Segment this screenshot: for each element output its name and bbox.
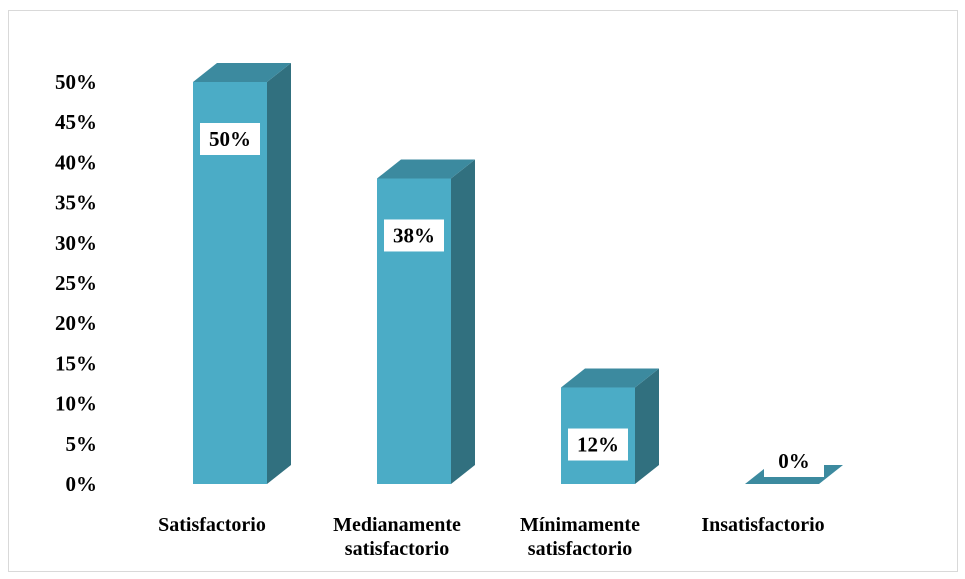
data-label-text: 38% xyxy=(393,223,435,247)
bar-side xyxy=(451,159,475,485)
data-label-text: 12% xyxy=(577,433,619,457)
x-category-label: satisfactorio xyxy=(345,538,449,560)
data-label: 12% xyxy=(568,428,628,461)
bar-top xyxy=(377,159,475,179)
y-tick-label: 15% xyxy=(55,351,97,375)
y-tick-label: 50% xyxy=(55,70,97,94)
x-axis-categories: Satisfactorio MedianamentesatisfactorioMí… xyxy=(158,514,825,560)
data-labels: 50% 38% 12% 0% xyxy=(200,123,824,477)
x-category-label: Mínimamente xyxy=(520,514,640,536)
y-tick-label: 5% xyxy=(66,432,98,456)
bar-top xyxy=(193,63,291,82)
y-tick-label: 40% xyxy=(55,150,97,174)
y-tick-label: 30% xyxy=(55,231,97,255)
bar xyxy=(377,159,475,485)
y-tick-label: 35% xyxy=(55,191,97,215)
y-tick-label: 45% xyxy=(55,110,97,134)
x-category-label: Insatisfactorio xyxy=(701,514,824,536)
data-label-text: 50% xyxy=(209,127,251,151)
data-label-box xyxy=(384,219,444,252)
x-category-label: Satisfactorio xyxy=(158,514,266,536)
bar-top xyxy=(561,368,659,388)
data-label-box xyxy=(568,428,628,461)
data-label-box xyxy=(200,123,260,155)
x-category-label: Medianamente xyxy=(333,514,461,536)
bars xyxy=(193,63,843,485)
y-tick-label: 10% xyxy=(55,392,97,416)
x-category-label: satisfactorio xyxy=(528,538,632,560)
y-tick-label: 25% xyxy=(55,271,97,295)
data-label: 38% xyxy=(384,219,444,252)
data-label: 50% xyxy=(200,123,260,155)
data-label-box xyxy=(764,445,824,477)
data-label-text: 0% xyxy=(778,449,810,473)
bar-side xyxy=(635,368,659,484)
bar xyxy=(561,368,659,484)
y-tick-label: 20% xyxy=(55,311,97,335)
y-tick-label: 0% xyxy=(66,472,98,496)
bar-side xyxy=(267,63,291,484)
y-axis-ticks: 0% 5% 10% 15% 20% 25% 30% 35% 40% 45% 50% xyxy=(55,70,97,496)
data-label: 0% xyxy=(764,445,824,477)
